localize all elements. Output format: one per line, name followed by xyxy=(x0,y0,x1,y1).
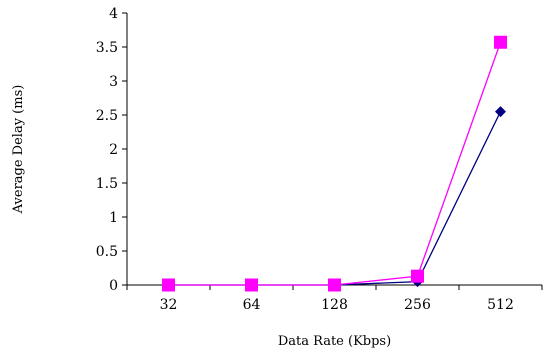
y-tick-label: 2.5 xyxy=(96,108,118,124)
y-tick-label: 0 xyxy=(109,278,118,294)
series-2-point xyxy=(411,269,424,283)
series-2 xyxy=(162,35,507,292)
x-tick-label: 512 xyxy=(487,297,514,313)
y-tick-label: 1.5 xyxy=(96,176,118,192)
x-tick-label: 128 xyxy=(321,297,348,313)
y-axis-title: Average Delay (ms) xyxy=(11,85,26,215)
y-tick-label: 4 xyxy=(109,6,118,22)
x-tick-label: 64 xyxy=(243,297,261,313)
x-axis-ticks: 32 64 128 256 512 xyxy=(126,285,543,313)
x-tick-label: 256 xyxy=(404,297,431,313)
series-layer xyxy=(162,35,507,292)
series-1-line xyxy=(168,111,502,286)
x-tick-label: 32 xyxy=(160,297,178,313)
series-2-line xyxy=(168,42,502,286)
y-tick-label: 3 xyxy=(109,74,118,90)
y-axis-ticks: 0 0.5 1 1.5 2 2.5 3 3.5 4 xyxy=(96,6,127,294)
y-tick-label: 2 xyxy=(109,142,118,158)
series-1-point xyxy=(495,106,506,118)
series-2-point xyxy=(328,278,341,292)
y-tick-label: 1 xyxy=(109,210,118,226)
series-2-point xyxy=(245,278,258,292)
x-axis-title: Data Rate (Kbps) xyxy=(278,334,391,349)
series-2-point xyxy=(162,278,175,292)
y-tick-label: 3.5 xyxy=(96,40,118,56)
series-2-point xyxy=(494,35,507,49)
y-tick-label: 0.5 xyxy=(96,244,118,260)
series-1 xyxy=(163,106,506,291)
